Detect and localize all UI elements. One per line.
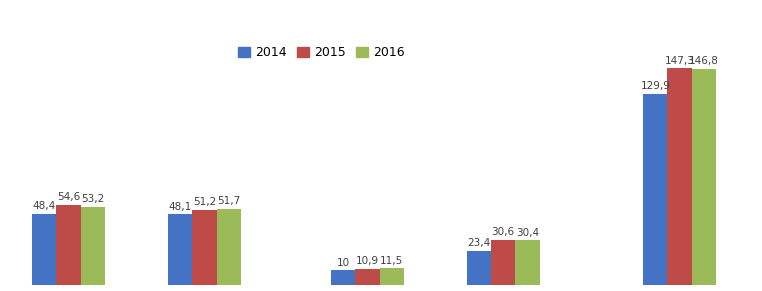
- Bar: [379, 268, 404, 285]
- Text: 11,5: 11,5: [380, 255, 404, 266]
- Text: 54,6: 54,6: [57, 192, 80, 202]
- Bar: [668, 68, 692, 285]
- Bar: [168, 214, 192, 285]
- Text: 48,1: 48,1: [168, 202, 192, 212]
- Bar: [491, 240, 515, 285]
- Text: 147,3: 147,3: [664, 56, 695, 66]
- Bar: [355, 269, 379, 285]
- Text: 30,4: 30,4: [516, 228, 539, 238]
- Text: 23,4: 23,4: [467, 238, 491, 248]
- Text: 51,7: 51,7: [217, 196, 241, 206]
- Bar: [643, 94, 668, 285]
- Text: 53,2: 53,2: [82, 194, 105, 204]
- Bar: [56, 205, 81, 285]
- Text: 48,4: 48,4: [33, 201, 56, 211]
- Bar: [32, 214, 56, 285]
- Bar: [192, 210, 216, 285]
- Text: 129,9: 129,9: [640, 81, 671, 91]
- Bar: [692, 69, 716, 285]
- Bar: [216, 209, 241, 285]
- Text: 146,8: 146,8: [689, 56, 719, 66]
- Bar: [515, 240, 539, 285]
- Bar: [466, 251, 491, 285]
- Bar: [331, 270, 355, 285]
- Text: 10: 10: [336, 258, 350, 268]
- Text: 30,6: 30,6: [491, 228, 515, 237]
- Text: 51,2: 51,2: [193, 197, 216, 207]
- Text: 10,9: 10,9: [356, 256, 379, 267]
- Bar: [81, 207, 105, 285]
- Legend: 2014, 2015, 2016: 2014, 2015, 2016: [232, 41, 410, 64]
